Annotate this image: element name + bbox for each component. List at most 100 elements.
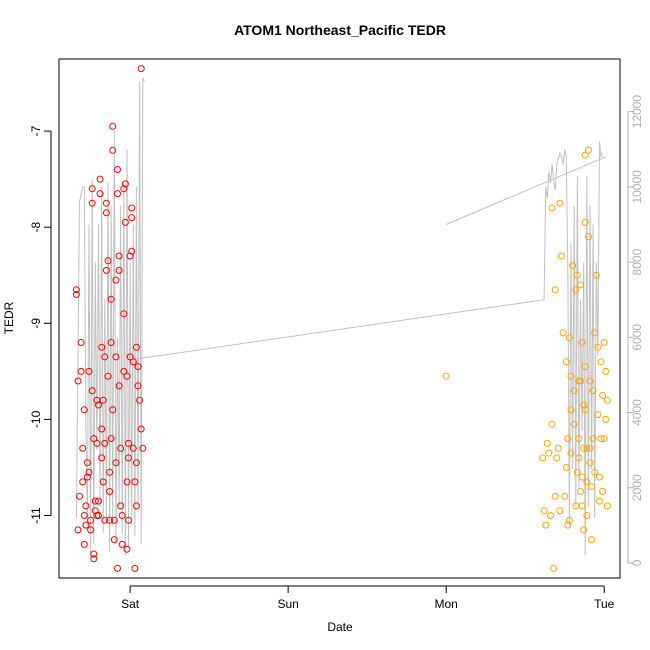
data-point bbox=[112, 276, 120, 284]
data-point bbox=[115, 382, 123, 390]
data-point bbox=[137, 425, 145, 433]
data-point bbox=[72, 291, 80, 298]
data-point bbox=[118, 540, 126, 548]
data-point bbox=[586, 459, 594, 467]
data-point bbox=[79, 478, 87, 486]
data-point bbox=[572, 286, 580, 294]
data-point bbox=[578, 502, 586, 510]
data-point bbox=[578, 339, 586, 346]
data-point bbox=[556, 507, 564, 515]
data-point bbox=[134, 382, 142, 390]
data-point bbox=[88, 387, 96, 395]
data-point bbox=[80, 406, 88, 414]
data-point bbox=[567, 449, 575, 457]
data-point bbox=[591, 468, 599, 476]
x-tick-label: Sat bbox=[121, 597, 140, 611]
chart-title: ATOM1 Northeast_Pacific TEDR bbox=[234, 22, 446, 38]
y-tick-label: -8 bbox=[29, 222, 43, 233]
data-point bbox=[581, 363, 589, 371]
y2-axis: 0 2000 4000 6000 8000 10000 12000 bbox=[627, 95, 644, 566]
data-point bbox=[569, 262, 577, 270]
data-point bbox=[599, 391, 607, 399]
data-point bbox=[83, 459, 91, 467]
points-group bbox=[72, 65, 611, 572]
data-point bbox=[114, 190, 121, 198]
data-point bbox=[112, 459, 120, 467]
data-point bbox=[583, 478, 591, 486]
data-point bbox=[115, 252, 123, 260]
data-point bbox=[120, 367, 128, 375]
data-point bbox=[118, 512, 126, 519]
data-point bbox=[120, 185, 128, 193]
data-point bbox=[123, 372, 131, 380]
data-point bbox=[123, 545, 131, 553]
data-point bbox=[558, 252, 565, 260]
data-point bbox=[106, 488, 114, 495]
data-point bbox=[87, 516, 95, 524]
data-point bbox=[132, 343, 140, 351]
data-point bbox=[597, 435, 605, 443]
data-point bbox=[82, 502, 90, 510]
data-point bbox=[125, 439, 132, 447]
data-point bbox=[90, 555, 98, 563]
data-point bbox=[584, 146, 592, 154]
data-point bbox=[104, 257, 112, 265]
data-point bbox=[545, 449, 553, 457]
data-point bbox=[596, 473, 603, 481]
data-point bbox=[109, 122, 117, 130]
y-axis-label: TEDR bbox=[2, 301, 16, 334]
series-line-rise bbox=[445, 156, 606, 225]
data-point bbox=[565, 334, 573, 342]
data-point bbox=[550, 564, 558, 572]
data-point bbox=[551, 492, 559, 500]
x-tick-label: Mon bbox=[434, 597, 457, 611]
data-point bbox=[586, 377, 594, 385]
data-point bbox=[104, 372, 112, 380]
data-point bbox=[102, 209, 110, 217]
data-point bbox=[588, 483, 596, 491]
data-point bbox=[125, 516, 132, 524]
data-point bbox=[85, 367, 93, 375]
data-point bbox=[575, 435, 583, 443]
y2-tick-label: 10000 bbox=[630, 170, 644, 204]
y2-tick-label: 6000 bbox=[630, 324, 644, 351]
data-point bbox=[96, 190, 104, 198]
data-point bbox=[562, 464, 570, 471]
data-point bbox=[602, 415, 610, 423]
data-point bbox=[134, 363, 142, 371]
data-point bbox=[564, 521, 572, 529]
data-point bbox=[83, 473, 91, 481]
data-point bbox=[577, 488, 584, 495]
data-point bbox=[589, 435, 597, 443]
data-point bbox=[603, 502, 611, 510]
series-line-group bbox=[75, 77, 606, 556]
y-tick-label: -10 bbox=[29, 410, 43, 428]
data-point bbox=[74, 377, 82, 385]
data-point bbox=[80, 512, 88, 519]
data-point bbox=[114, 166, 121, 173]
data-point bbox=[77, 339, 85, 346]
data-point bbox=[596, 497, 603, 505]
series-line-tue bbox=[543, 141, 604, 556]
data-point bbox=[584, 233, 592, 241]
data-point bbox=[577, 377, 584, 385]
data-point bbox=[76, 492, 83, 500]
x-axis: Sat Sun Mon Tue bbox=[121, 585, 615, 611]
data-point bbox=[136, 396, 144, 404]
data-point bbox=[128, 214, 136, 222]
data-point bbox=[117, 444, 125, 452]
data-point bbox=[539, 454, 547, 462]
data-point bbox=[98, 454, 106, 462]
data-point bbox=[120, 310, 128, 318]
data-point bbox=[588, 536, 596, 544]
data-point bbox=[125, 454, 132, 462]
data-point bbox=[129, 358, 137, 366]
data-point bbox=[121, 218, 129, 226]
data-point bbox=[123, 478, 131, 486]
data-point bbox=[132, 502, 140, 510]
data-point bbox=[602, 367, 610, 375]
x-axis-label: Date bbox=[327, 620, 353, 634]
data-point bbox=[600, 339, 608, 346]
data-point bbox=[559, 329, 567, 337]
series-line-connector bbox=[130, 299, 545, 361]
